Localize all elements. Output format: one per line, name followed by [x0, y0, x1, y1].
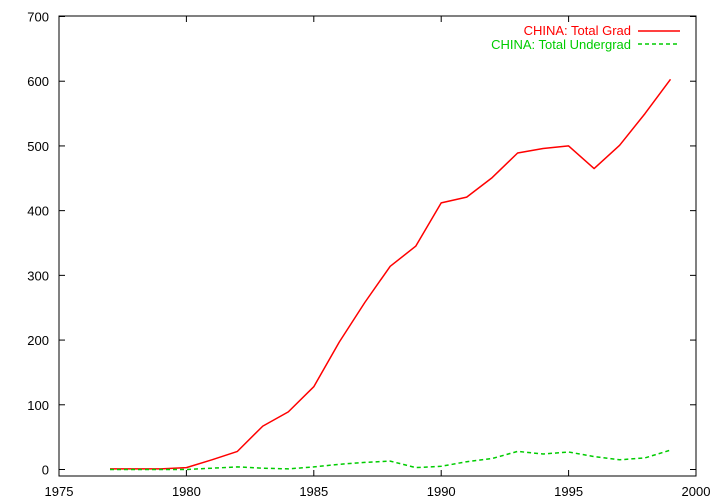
- y-tick-label: 500: [27, 139, 49, 154]
- y-tick-label: 600: [27, 74, 49, 89]
- x-tick-label: 1975: [45, 484, 74, 499]
- y-tick-label: 400: [27, 204, 49, 219]
- x-tick-label: 1995: [554, 484, 583, 499]
- y-tick-label: 0: [42, 463, 49, 478]
- y-tick-label: 100: [27, 398, 49, 413]
- series-lines: [110, 78, 672, 471]
- legend-label-undergrad: CHINA: Total Undergrad: [491, 37, 631, 52]
- series-line-total-grad: [110, 78, 672, 470]
- y-tick-label: 700: [27, 10, 49, 25]
- x-tick-label: 1980: [172, 484, 201, 499]
- x-tick-label: 1985: [299, 484, 328, 499]
- plot-frame: [58, 15, 697, 477]
- y-tick-label: 200: [27, 333, 49, 348]
- legend: CHINA: Total Grad CHINA: Total Undergrad: [491, 23, 680, 52]
- x-tick-label: 2000: [682, 484, 711, 499]
- x-tick-label: 1990: [427, 484, 456, 499]
- y-tick-label: 300: [27, 268, 49, 283]
- series-line-total-undergrad: [110, 449, 671, 471]
- legend-label-grad: CHINA: Total Grad: [524, 23, 631, 38]
- axis-ticks: 1975 1980 1985 1990 1995 2000 0 100 200 300 400 500…: [27, 10, 710, 500]
